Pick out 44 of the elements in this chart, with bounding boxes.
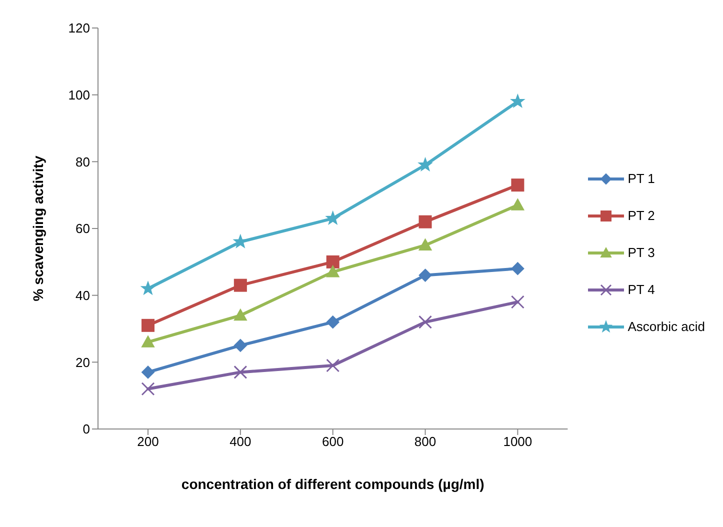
x-tick-label: 800	[414, 434, 436, 450]
y-tick-label: 120	[68, 20, 90, 36]
point	[511, 178, 524, 192]
point	[326, 255, 340, 268]
y-axis-title: % scavenging activity	[30, 156, 46, 302]
point	[326, 358, 340, 372]
point	[234, 365, 248, 379]
point	[326, 265, 340, 278]
x-tick-label: 600	[322, 434, 344, 450]
point	[418, 238, 432, 251]
point	[418, 315, 432, 329]
legend-label: PT 2	[628, 208, 655, 223]
y-tick-label: 60	[76, 221, 90, 236]
y-tick-label: 20	[76, 354, 90, 370]
y-tick-label: 80	[76, 154, 90, 170]
point	[142, 318, 154, 332]
point	[142, 336, 154, 348]
point	[510, 94, 524, 108]
point	[234, 308, 247, 321]
point	[418, 215, 432, 228]
point	[141, 282, 155, 294]
point	[234, 338, 247, 352]
x-tick-label: 400	[230, 434, 252, 450]
point	[234, 278, 247, 292]
legend-label: PT 1	[628, 171, 655, 186]
y-tick-label: 100	[68, 87, 90, 102]
legend-label: PT 3	[628, 245, 655, 260]
point	[326, 316, 340, 329]
x-tick-label: 1000	[503, 434, 532, 450]
point	[418, 268, 432, 282]
point	[510, 295, 524, 309]
point	[326, 211, 340, 224]
point	[511, 262, 524, 276]
point	[511, 198, 524, 210]
point	[418, 158, 432, 171]
legend-label: Ascorbic acid	[628, 319, 705, 334]
x-tick-label: 200	[137, 434, 159, 450]
legend-label: PT 4	[628, 282, 655, 297]
point	[141, 382, 155, 396]
y-tick-label: 0	[82, 422, 90, 437]
x-axis-title: concentration of different compounds (µg/ml)	[181, 476, 484, 492]
point	[142, 366, 154, 379]
y-tick-label: 40	[76, 288, 90, 303]
point	[234, 234, 248, 248]
